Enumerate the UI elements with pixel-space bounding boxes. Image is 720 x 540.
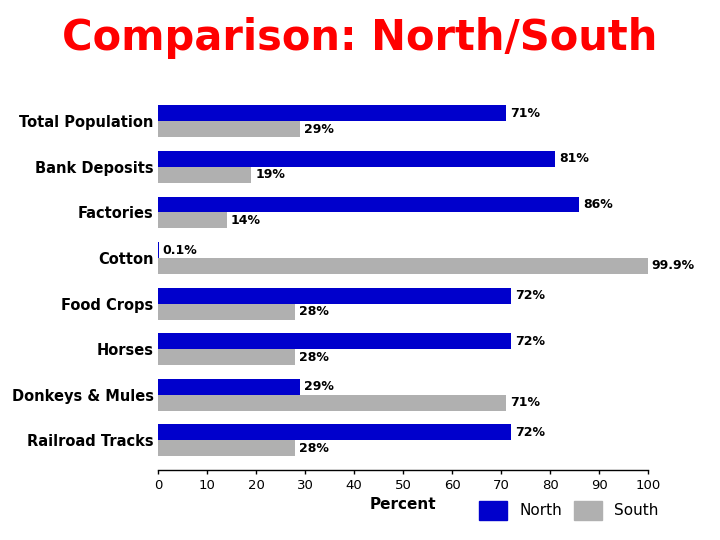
Legend: North, South: North, South bbox=[473, 495, 665, 526]
Bar bbox=[158, 105, 506, 122]
Bar bbox=[158, 258, 647, 274]
Text: 99.9%: 99.9% bbox=[652, 260, 695, 273]
Bar bbox=[158, 197, 580, 212]
Bar bbox=[158, 395, 506, 410]
Text: 28%: 28% bbox=[300, 442, 329, 455]
Text: 81%: 81% bbox=[559, 152, 589, 165]
Bar bbox=[158, 167, 251, 183]
Text: 19%: 19% bbox=[256, 168, 285, 181]
Text: 71%: 71% bbox=[510, 107, 540, 120]
Bar bbox=[158, 303, 295, 320]
Bar bbox=[158, 288, 511, 303]
Text: 14%: 14% bbox=[231, 214, 261, 227]
Bar bbox=[158, 122, 300, 137]
Bar bbox=[158, 349, 295, 365]
Bar bbox=[158, 333, 511, 349]
Bar bbox=[158, 440, 295, 456]
Bar bbox=[158, 379, 300, 395]
Text: 0.1%: 0.1% bbox=[163, 244, 197, 256]
Text: 29%: 29% bbox=[305, 123, 334, 136]
Text: 72%: 72% bbox=[515, 426, 545, 438]
Text: 71%: 71% bbox=[510, 396, 540, 409]
Text: 28%: 28% bbox=[300, 305, 329, 318]
Text: 28%: 28% bbox=[300, 350, 329, 363]
Text: 72%: 72% bbox=[515, 289, 545, 302]
Text: 29%: 29% bbox=[305, 380, 334, 393]
Bar bbox=[158, 424, 511, 440]
Text: 72%: 72% bbox=[515, 335, 545, 348]
Text: 86%: 86% bbox=[583, 198, 613, 211]
Text: Comparison: North/South: Comparison: North/South bbox=[63, 17, 657, 58]
Bar bbox=[158, 151, 555, 167]
Bar bbox=[158, 212, 227, 228]
X-axis label: Percent: Percent bbox=[370, 497, 436, 512]
